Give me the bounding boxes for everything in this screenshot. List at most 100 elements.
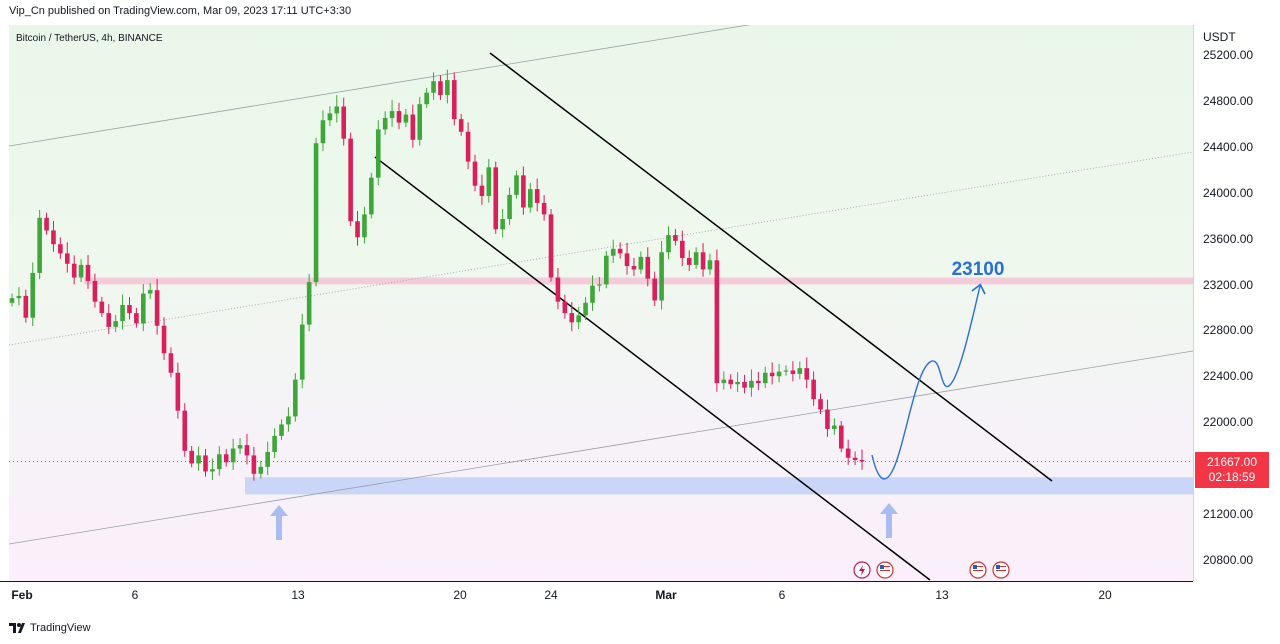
candle-body — [355, 221, 360, 238]
candle — [299, 313, 305, 389]
candle-body — [51, 230, 56, 245]
candle — [362, 206, 367, 244]
candle-body — [293, 379, 298, 417]
candle-body — [306, 282, 312, 325]
candle-body — [389, 111, 395, 118]
descending-channel-upper-line — [489, 52, 1053, 482]
candle — [472, 154, 478, 192]
candle — [527, 182, 533, 213]
time-tick-label: 6 — [131, 588, 139, 602]
candle-body — [624, 253, 630, 267]
candle-body — [265, 451, 270, 467]
candle — [721, 371, 727, 390]
candle — [790, 361, 796, 382]
candle-body — [673, 235, 678, 241]
candle-body — [286, 416, 291, 425]
candle — [845, 439, 851, 465]
candle-body — [631, 266, 637, 270]
candle — [700, 243, 706, 277]
candle-body — [790, 370, 796, 374]
candle-body — [776, 371, 782, 377]
candle — [714, 249, 720, 392]
candle-body — [783, 370, 789, 372]
candle-body — [196, 455, 201, 464]
candle-body — [141, 293, 146, 324]
candle-body — [382, 117, 388, 130]
candle — [168, 347, 174, 378]
candle — [776, 363, 782, 383]
candle-body — [521, 175, 526, 208]
candle — [445, 69, 450, 104]
candle-body — [652, 278, 657, 301]
candle — [804, 357, 810, 389]
candle-body — [237, 445, 243, 449]
candle-body — [410, 114, 416, 140]
candle-body — [486, 167, 492, 197]
candle-body — [852, 457, 858, 460]
resistance-zone — [84, 277, 1193, 285]
price-tick-label: 23600.00 — [1203, 231, 1254, 246]
candle — [507, 187, 512, 225]
candle-body — [396, 111, 402, 123]
support-arrow-icon — [880, 503, 898, 538]
candle — [645, 247, 651, 287]
candle — [693, 247, 699, 269]
candle-body — [707, 260, 713, 270]
candle-body — [714, 260, 720, 384]
candle — [424, 88, 429, 108]
time-axis[interactable] — [0, 581, 1193, 614]
candle-body — [693, 252, 699, 265]
candle-body — [210, 469, 215, 472]
price-tick-label: 23200.00 — [1203, 277, 1254, 292]
candle — [541, 194, 547, 221]
candle — [666, 226, 671, 260]
candle — [583, 296, 588, 321]
candle-body — [348, 138, 353, 222]
candle — [327, 106, 333, 126]
candle — [348, 132, 353, 227]
candle — [438, 75, 443, 100]
candle-body — [762, 372, 768, 384]
candle — [279, 419, 284, 440]
candle-body — [403, 114, 409, 123]
candle-body — [514, 175, 519, 195]
candle-body — [182, 410, 188, 451]
middle-channel-line — [9, 151, 1193, 346]
candle — [223, 448, 229, 467]
candle — [30, 262, 36, 327]
candle-body — [451, 80, 457, 120]
candle — [762, 366, 768, 388]
target-price-label: 23100 — [952, 259, 1005, 280]
candle — [396, 102, 402, 130]
candle — [859, 449, 865, 470]
candle-body — [583, 302, 588, 316]
candle — [113, 314, 118, 332]
us-flag-event-icon — [876, 561, 894, 579]
candle — [604, 250, 609, 289]
candle-body — [417, 104, 423, 140]
candle — [742, 374, 747, 394]
candle-body — [334, 106, 340, 114]
candle — [106, 304, 112, 335]
candle-body — [686, 258, 692, 265]
candle-body — [527, 189, 533, 208]
candle-body — [147, 290, 153, 294]
last-price-tag: 21667.00 02:18:59 — [1195, 452, 1269, 488]
candle-body — [845, 448, 851, 458]
candle — [410, 104, 416, 148]
candle-body — [645, 256, 651, 279]
candle — [92, 273, 98, 308]
price-axis[interactable] — [1193, 25, 1280, 581]
time-tick-label: 20 — [453, 588, 467, 602]
candle — [244, 433, 250, 465]
time-tick-label: 13 — [935, 588, 949, 602]
candle — [576, 306, 581, 330]
candle — [23, 289, 29, 323]
time-tick-label: Mar — [655, 588, 677, 602]
candle-body — [735, 381, 740, 385]
candle-body — [555, 277, 561, 302]
bar-countdown: 02:18:59 — [1208, 470, 1256, 484]
price-tick-label: 24000.00 — [1203, 185, 1254, 200]
candle-body — [604, 255, 609, 285]
